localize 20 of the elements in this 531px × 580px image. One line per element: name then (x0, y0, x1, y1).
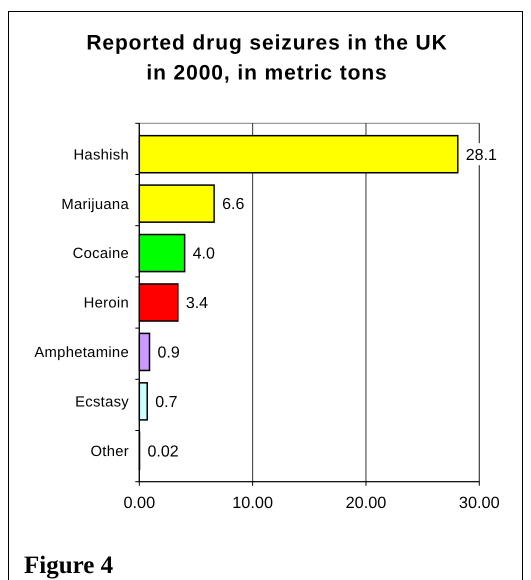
y-tick-label: Heroin (84, 296, 129, 312)
data-label: 0.9 (158, 344, 180, 362)
x-tick-label: 10.00 (232, 494, 274, 512)
data-label: 6.6 (222, 196, 244, 214)
y-tick-label: Marijuana (61, 196, 130, 213)
data-label: 0.02 (148, 443, 179, 460)
data-label: 3.4 (186, 295, 208, 312)
data-label: 0.7 (155, 394, 178, 411)
y-tick-label: Other (90, 444, 129, 460)
data-label: 4.0 (192, 246, 215, 263)
y-tick-label: Ecstasy (75, 394, 130, 411)
caption: Figure 4 (24, 552, 114, 579)
x-tick-label: 20.00 (346, 494, 386, 512)
x-tick-label: 0.00 (123, 494, 156, 512)
chart-title: Reported drug seizures in the UK in 2000, in metric tons (86, 31, 448, 84)
data-label: 28.1 (466, 146, 498, 164)
y-tick-label: Cocaine (72, 246, 129, 262)
x-tick-label: 30.00 (458, 494, 500, 512)
y-tick-label: Hashish (73, 147, 129, 164)
y-tick-label: Amphetamine (34, 345, 129, 362)
